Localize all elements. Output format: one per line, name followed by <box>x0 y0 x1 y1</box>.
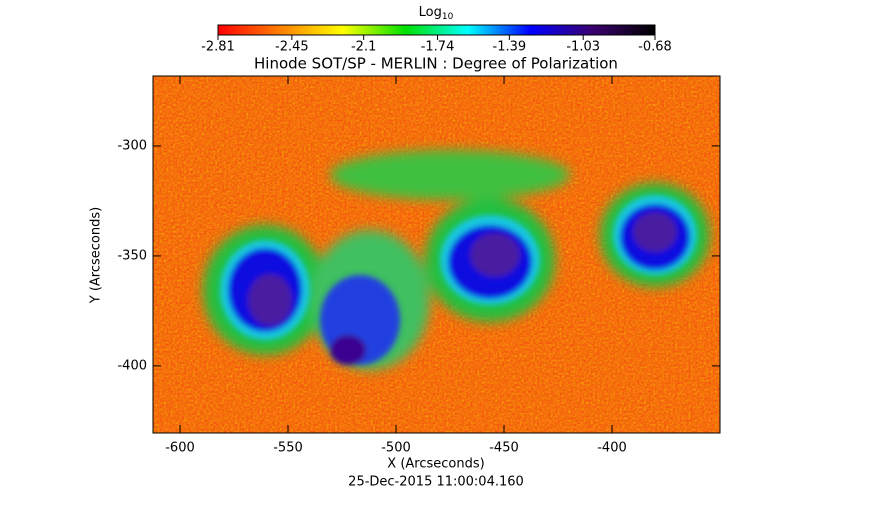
x-tick-label: -500 <box>381 441 411 456</box>
colorbar-tick-label: -0.68 <box>638 40 672 55</box>
x-tick-label: -450 <box>489 441 519 456</box>
x-tick-label: -550 <box>273 441 303 456</box>
colorbar-tick-label: -2.81 <box>201 40 235 55</box>
subtitle: 25-Dec-2015 11:00:04.160 <box>348 475 524 490</box>
colorbar-label-sub: 10 <box>442 12 454 22</box>
x-tick-label: -600 <box>165 441 195 456</box>
plot-frame <box>152 75 721 434</box>
x-axis-label: X (Arcseconds) <box>387 457 484 472</box>
colorbar-tick-label: -1.74 <box>421 40 455 55</box>
colorbar-tick-label: -2.1 <box>351 40 376 55</box>
y-axis-label: Y (Arcseconds) <box>89 207 104 304</box>
y-tick-label: -300 <box>117 138 147 153</box>
colorbar-label: Log10 <box>419 5 454 22</box>
colorbar-label-main: Log <box>419 5 442 20</box>
x-tick-label: -400 <box>597 441 627 456</box>
colorbar <box>217 24 656 36</box>
colorbar-tick-label: -1.39 <box>493 40 527 55</box>
y-tick-label: -400 <box>117 358 147 373</box>
colorbar-tick-label: -2.45 <box>275 40 309 55</box>
image <box>153 76 720 433</box>
chart-title: Hinode SOT/SP - MERLIN : Degree of Polar… <box>254 55 618 73</box>
colorbar-tick-label: -1.03 <box>566 40 600 55</box>
y-tick-label: -350 <box>117 248 147 263</box>
